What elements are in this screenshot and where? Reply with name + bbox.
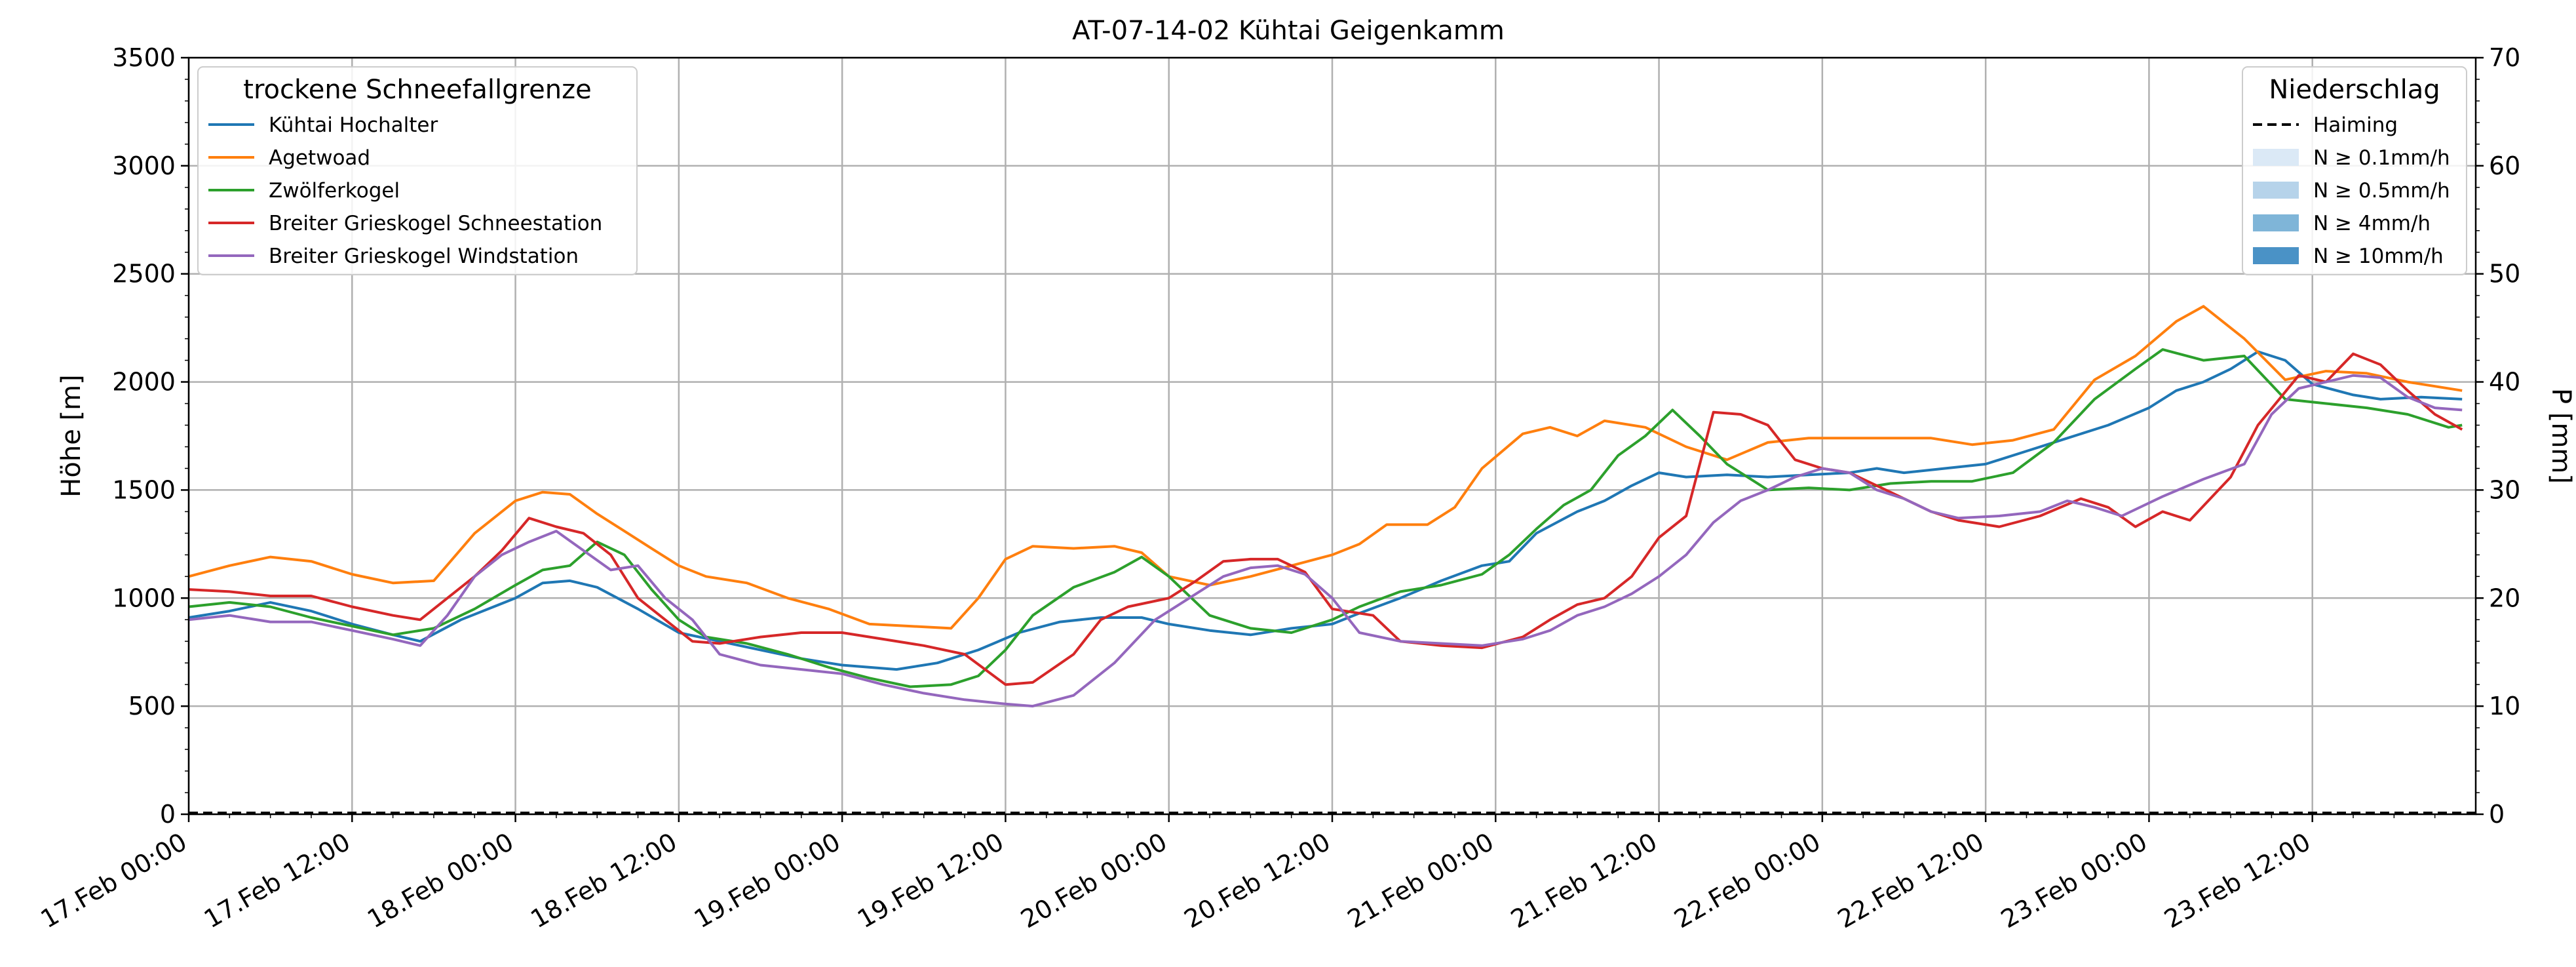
y-axis-left: 0 500 1000 1500 2000 2500 3000 3500: [112, 43, 189, 829]
y2-tick-label: 60: [2489, 151, 2520, 180]
y2-axis-label: P [mm]: [2546, 388, 2576, 484]
y2-tick-label: 20: [2489, 583, 2520, 612]
y-tick-label: 0: [160, 800, 176, 829]
y2-tick-label: 50: [2489, 260, 2520, 288]
legend-precipitation-label: N ≥ 0.1mm/h: [2313, 146, 2450, 170]
legend-snowline: trockene Schneefallgrenze Kühtai Hochalt…: [197, 66, 638, 275]
legend-precipitation-swatch: [2253, 214, 2299, 231]
legend-snowline-box: [197, 66, 638, 275]
y2-tick-label: 10: [2489, 692, 2520, 720]
y-tick-label: 2000: [112, 368, 176, 397]
series-line-4: [188, 352, 2463, 686]
series-line-5: [188, 374, 2463, 708]
y-tick-label: 3500: [112, 43, 176, 72]
legend-precipitation-label: Haiming: [2313, 113, 2398, 137]
legend-snowline-label: Breiter Grieskogel Schneestation: [269, 212, 602, 235]
legend-snowline-label: Zwölferkogel: [269, 179, 400, 203]
y-tick-label: 3000: [112, 151, 176, 180]
y-tick-label: 2500: [112, 260, 176, 288]
legend-snowline-label: Agetwoad: [269, 146, 370, 170]
legend-snowline-label: Kühtai Hochalter: [269, 113, 438, 137]
y-tick-label: 1000: [112, 583, 176, 612]
y-axis-label: Höhe [m]: [56, 374, 87, 497]
y2-tick-label: 0: [2489, 800, 2505, 829]
legend-precipitation-title: Niederschlag: [2269, 75, 2440, 105]
y-axis-right: 0 10 20 30 40 50 60 70: [2476, 43, 2520, 829]
y2-tick-label: 70: [2489, 43, 2520, 72]
legend-precipitation-swatch: [2253, 149, 2299, 166]
legend-precipitation: Niederschlag Haiming N ≥ 0.1mm/h N ≥ 0.5mm…: [2242, 66, 2467, 275]
legend-precipitation-label: N ≥ 4mm/h: [2313, 212, 2431, 235]
legend-precipitation-label: N ≥ 0.5mm/h: [2313, 179, 2450, 203]
y2-tick-label: 40: [2489, 368, 2520, 397]
legend-precipitation-swatch: [2253, 182, 2299, 199]
legend-precipitation-swatch: [2253, 247, 2299, 264]
series-line-1: [188, 350, 2463, 671]
series-line-3: [188, 348, 2463, 688]
y-tick-label: 500: [128, 692, 176, 720]
legend-snowline-label: Breiter Grieskogel Windstation: [269, 245, 579, 268]
y-tick-label: 1500: [112, 475, 176, 504]
series-layer: [188, 305, 2463, 708]
chart-title: AT-07-14-02 Kühtai Geigenkamm: [1072, 16, 1505, 46]
legend-snowline-title: trockene Schneefallgrenze: [243, 75, 591, 105]
y2-tick-label: 30: [2489, 475, 2520, 504]
legend-precipitation-label: N ≥ 10mm/h: [2313, 245, 2444, 268]
